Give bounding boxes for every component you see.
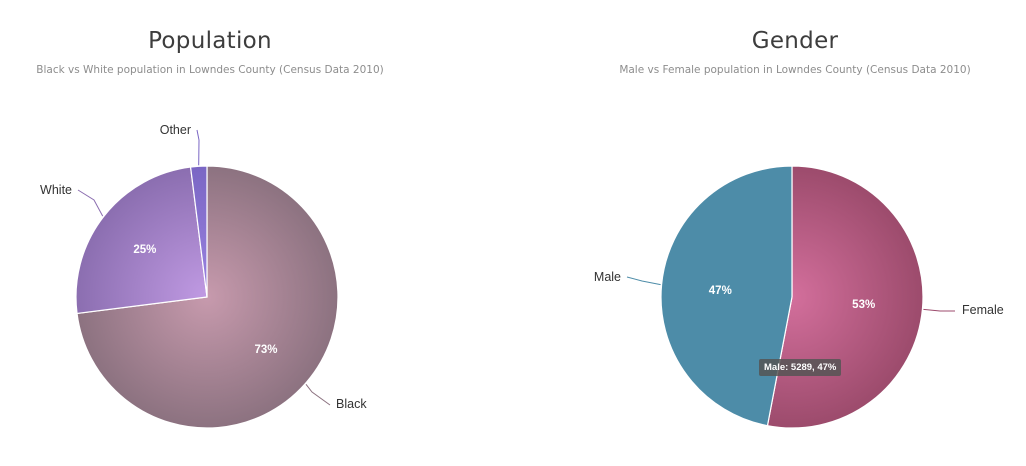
slice-name-label-female: Female	[962, 303, 1004, 317]
gender-chart-title: Gender	[751, 28, 839, 54]
slice-connector-male	[626, 276, 661, 286]
slice-value-label-male: 47%	[709, 285, 732, 297]
slice-value-label-female: 53%	[852, 299, 875, 311]
slice-connector-white	[77, 189, 104, 217]
slice-value-label-white: 25%	[133, 244, 156, 256]
population-chart-title: Population	[148, 28, 272, 54]
slice-name-label-black: Black	[336, 397, 367, 411]
slice-connector-black	[305, 383, 331, 406]
pie-slice-white[interactable]	[75, 166, 208, 315]
slice-connector-other	[196, 129, 200, 166]
gender-chart-subtitle: Male vs Female population in Lowndes Cou…	[619, 64, 971, 76]
slice-name-label-white: White	[40, 183, 72, 197]
population-chart-subtitle: Black vs White population in Lowndes Cou…	[36, 64, 384, 76]
chart-tooltip: Male: 5289, 47%	[759, 359, 842, 376]
slice-name-label-other: Other	[160, 123, 191, 137]
population-pie-chart: 73% Black 25% White Other	[40, 123, 367, 429]
slice-value-label-black: 73%	[254, 344, 277, 356]
pie-slice-other[interactable]	[189, 165, 208, 298]
slice-name-label-male: Male	[594, 270, 621, 284]
slice-connector-female	[923, 308, 955, 312]
